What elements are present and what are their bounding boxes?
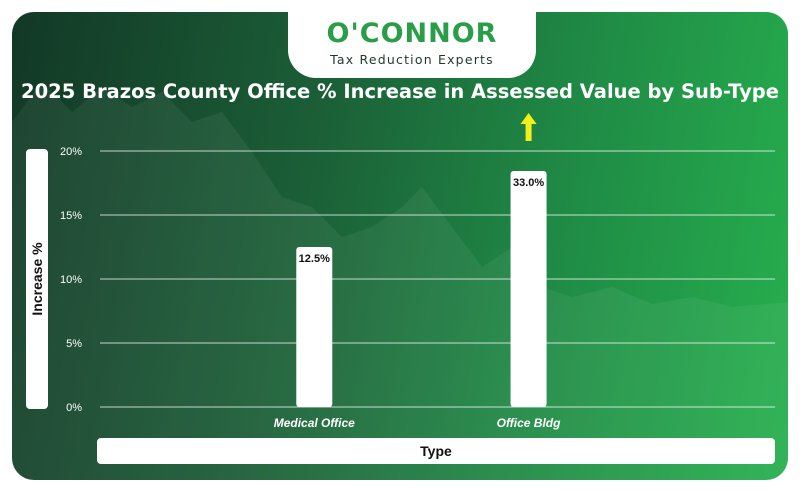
bar xyxy=(510,171,547,407)
logo: O'CONNOR Tax Reduction Experts xyxy=(288,12,536,78)
chart-title: 2025 Brazos County Office % Increase in … xyxy=(21,80,779,103)
chart-card: O'CONNOR Tax Reduction Experts xyxy=(12,12,788,480)
logo-wordmark: O'CONNOR xyxy=(326,18,498,49)
background-mountain-decoration xyxy=(12,82,788,480)
data-label: 33.0% xyxy=(513,177,544,189)
y-tick-label: 0% xyxy=(66,402,82,414)
bar xyxy=(296,247,333,407)
data-label: 12.5% xyxy=(299,253,330,265)
x-axis-label: Type xyxy=(97,438,775,464)
y-tick-label: 5% xyxy=(66,338,82,350)
y-tick-label: 20% xyxy=(60,146,82,158)
y-axis-label-box xyxy=(26,149,48,409)
logo-tagline: Tax Reduction Experts xyxy=(330,52,494,67)
y-tick-label: 10% xyxy=(60,274,82,286)
y-tick-label: 15% xyxy=(60,210,82,222)
x-tick-label: Medical Office xyxy=(274,416,355,430)
x-tick-label: Office Bldg xyxy=(497,416,561,430)
overflow-arrow-icon xyxy=(520,113,537,141)
